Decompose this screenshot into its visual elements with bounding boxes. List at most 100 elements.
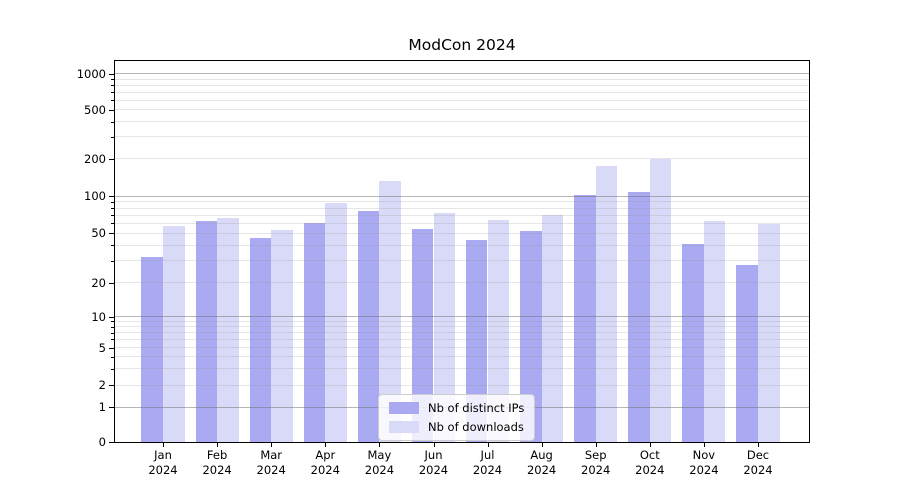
legend: Nb of distinct IPs Nb of downloads xyxy=(378,394,536,441)
gridline-minor xyxy=(115,78,809,80)
bar-distinct-ips xyxy=(520,231,542,442)
bar-distinct-ips xyxy=(574,194,596,442)
x-tick-label: Sep 2024 xyxy=(581,448,611,477)
plot-area xyxy=(114,60,810,443)
y-minor-tick-mark xyxy=(111,321,114,323)
gridline-minor xyxy=(115,84,809,86)
x-tick-label: Jul 2024 xyxy=(472,448,503,477)
x-tick-label: Oct 2024 xyxy=(635,448,665,477)
y-tick-mark xyxy=(109,282,114,284)
x-tick-label: Jan 2024 xyxy=(148,448,178,477)
y-minor-tick-mark xyxy=(111,215,114,217)
x-tick-label: Mar 2024 xyxy=(256,448,286,477)
y-tick-label: 1 xyxy=(98,400,106,415)
y-minor-tick-mark xyxy=(111,245,114,247)
y-minor-tick-mark xyxy=(111,332,114,334)
y-tick-label: 5 xyxy=(98,340,106,355)
y-tick-label: 1000 xyxy=(76,66,106,81)
gridline-minor xyxy=(115,91,809,93)
y-tick-label: 20 xyxy=(91,275,106,290)
bar-distinct-ips xyxy=(465,240,488,442)
bar-downloads xyxy=(649,158,672,442)
gridline-major xyxy=(115,73,809,75)
y-tick-mark xyxy=(109,442,114,443)
bar-downloads xyxy=(595,165,618,442)
gridline-minor xyxy=(115,201,809,203)
legend-swatch-distinct-ips-icon xyxy=(389,402,419,414)
gridline-minor xyxy=(115,109,809,111)
chart-title: ModCon 2024 xyxy=(408,36,516,54)
x-tick-mark xyxy=(433,443,435,447)
x-tick-label: Feb 2024 xyxy=(202,448,232,477)
y-minor-tick-mark xyxy=(111,208,114,210)
y-tick-mark xyxy=(109,109,114,111)
y-tick-label: 10 xyxy=(91,309,106,324)
y-minor-tick-mark xyxy=(111,100,114,102)
bar-downloads xyxy=(487,220,510,442)
gridline-minor xyxy=(115,121,809,123)
bar-distinct-ips xyxy=(141,257,163,442)
bar-distinct-ips xyxy=(195,220,218,442)
legend-entry: Nb of downloads xyxy=(389,420,524,434)
legend-entry: Nb of distinct IPs xyxy=(389,401,524,415)
x-tick-mark xyxy=(217,443,219,447)
bar-downloads xyxy=(217,218,239,442)
x-tick-label: Jun 2024 xyxy=(418,448,449,477)
bar-downloads xyxy=(271,230,293,442)
y-minor-tick-mark xyxy=(111,260,114,262)
y-tick-mark xyxy=(109,158,114,160)
y-tick-mark xyxy=(109,316,114,318)
y-minor-tick-mark xyxy=(111,201,114,203)
y-tick-mark xyxy=(109,347,114,349)
x-tick-label: May 2024 xyxy=(364,448,395,477)
x-tick-mark xyxy=(541,443,543,447)
y-tick-mark xyxy=(109,73,114,75)
y-minor-tick-mark xyxy=(111,368,114,370)
x-tick-mark xyxy=(487,443,489,447)
legend-label: Nb of distinct IPs xyxy=(428,401,525,415)
bar-distinct-ips xyxy=(303,223,326,442)
y-tick-mark xyxy=(109,385,114,387)
x-tick-mark xyxy=(649,443,651,447)
y-tick-label: 100 xyxy=(84,189,106,204)
y-minor-tick-mark xyxy=(111,356,114,358)
x-tick-label: Nov 2024 xyxy=(689,448,719,477)
bar-distinct-ips xyxy=(411,229,434,442)
x-tick-mark xyxy=(703,443,705,447)
x-tick-mark xyxy=(271,443,273,447)
y-minor-tick-mark xyxy=(111,223,114,225)
gridline-minor xyxy=(115,158,809,159)
y-tick-mark xyxy=(109,196,114,198)
bar-distinct-ips xyxy=(736,264,758,442)
x-tick-mark xyxy=(325,443,327,447)
bar-downloads xyxy=(758,224,780,442)
x-tick-label: Dec 2024 xyxy=(743,448,773,477)
legend-swatch-downloads-icon xyxy=(389,421,419,433)
bar-downloads xyxy=(703,220,726,442)
y-tick-mark xyxy=(109,407,114,409)
x-tick-mark xyxy=(758,443,759,447)
y-minor-tick-mark xyxy=(111,121,114,123)
x-tick-label: Aug 2024 xyxy=(526,448,557,477)
bar-distinct-ips xyxy=(357,210,380,442)
bar-downloads xyxy=(379,181,401,442)
y-minor-tick-mark xyxy=(111,85,114,87)
y-minor-tick-mark xyxy=(111,136,114,138)
x-tick-mark xyxy=(379,443,381,447)
bar-distinct-ips xyxy=(249,237,272,442)
bar-downloads xyxy=(325,203,347,442)
bar-downloads xyxy=(541,215,564,442)
legend-label: Nb of downloads xyxy=(428,420,524,434)
y-minor-tick-mark xyxy=(111,79,114,81)
bar-distinct-ips xyxy=(682,243,704,442)
x-tick-mark xyxy=(163,443,164,447)
bar-downloads xyxy=(433,213,456,442)
y-tick-label: 500 xyxy=(84,102,106,117)
y-tick-mark xyxy=(109,233,114,235)
bar-distinct-ips xyxy=(628,192,650,442)
bar-downloads xyxy=(163,226,185,442)
y-minor-tick-mark xyxy=(111,92,114,94)
gridline-minor xyxy=(115,99,809,101)
gridline-minor xyxy=(115,207,809,209)
